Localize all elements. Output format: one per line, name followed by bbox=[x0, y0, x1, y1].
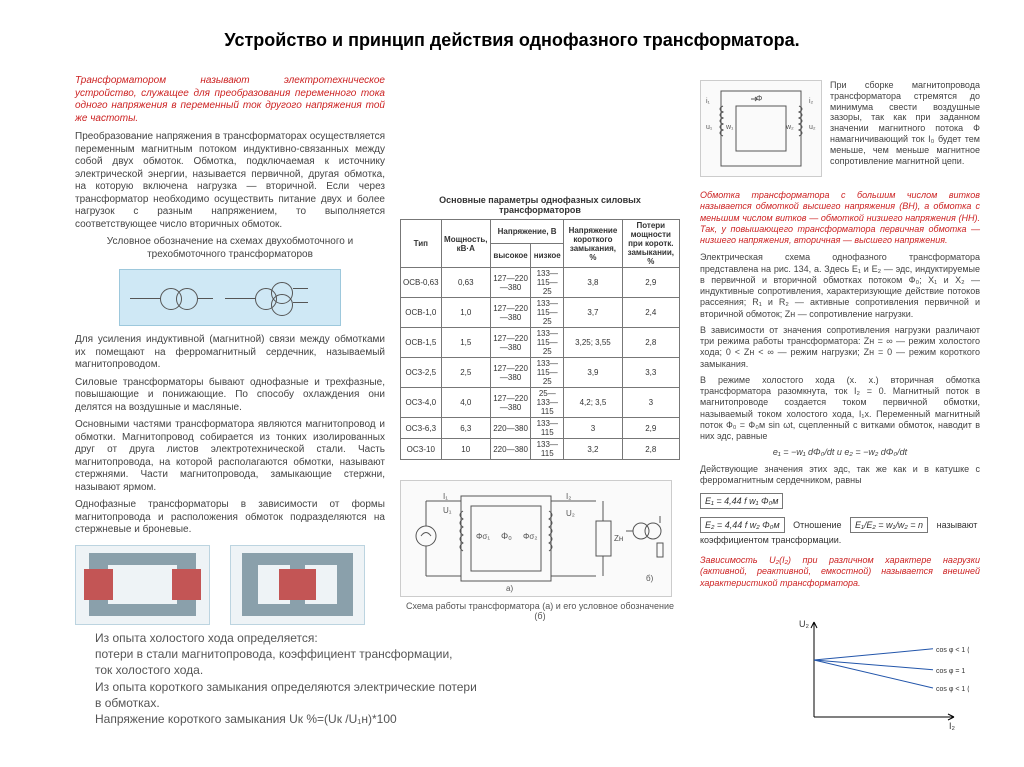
table-row: ОСЗ-2,52,5127—220—380133—115—253,93,3 bbox=[401, 358, 680, 388]
winding-red-text: Обмотка трансформатора с большим числом … bbox=[700, 190, 980, 246]
th-power: Мощность, кВ·А bbox=[441, 220, 490, 268]
table-row: ОСВ-1,01,0127—220—380133—115—253,72,4 bbox=[401, 298, 680, 328]
th-sc-loss: Потери мощности при коротк. замыкании, % bbox=[622, 220, 679, 268]
para-1: Преобразование напряжения в трансформато… bbox=[75, 131, 385, 231]
right-para-4: В режиме холостого хода (х. х.) вторична… bbox=[700, 375, 980, 443]
th-sc-voltage: Напряжение короткого замыкания, % bbox=[564, 220, 622, 268]
para-2: Для усиления индуктивной (магнитной) свя… bbox=[75, 334, 385, 372]
right-column: i₁ u₁ w₁ w₂ i₂ u₂ Φ При сборке магнитопр… bbox=[700, 80, 980, 595]
bottom-line-5: в обмотках. bbox=[95, 695, 545, 711]
middle-column: Основные параметры однофазных силовых тр… bbox=[400, 195, 680, 621]
right-para-5: Действующие значения этих эдс, так же ка… bbox=[700, 464, 980, 487]
symbol-caption: Условное обозначение на схемах двухобмот… bbox=[75, 236, 385, 261]
svg-text:Φσ₂: Φσ₂ bbox=[523, 532, 537, 541]
svg-text:U₂: U₂ bbox=[566, 509, 575, 518]
para-5: Однофазные трансформаторы в зависимости … bbox=[75, 499, 385, 537]
core-flux-diagram: i₁ u₁ w₁ w₂ i₂ u₂ Φ bbox=[700, 80, 822, 177]
svg-text:I₂: I₂ bbox=[566, 492, 571, 501]
para-4: Основными частями трансформатора являютс… bbox=[75, 419, 385, 494]
external-char-text: Зависимость U₂(I₂) при различном характе… bbox=[700, 555, 980, 589]
left-column: Трансформатором называют электротехничес… bbox=[75, 75, 385, 625]
bottom-line-6: Напряжение короткого замыкания Uк %=(Uк … bbox=[95, 711, 545, 727]
schematic-svg: U₁ I₁ Φ₀ Φσ₁ Φσ₂ Zн I₂ U₂ а) б) bbox=[401, 481, 671, 596]
svg-text:б): б) bbox=[646, 574, 654, 583]
th-low: низкое bbox=[531, 244, 564, 268]
definition-text: Трансформатором называют электротехничес… bbox=[75, 75, 385, 125]
th-type: Тип bbox=[401, 220, 442, 268]
ratio-label: Отношение bbox=[793, 520, 841, 530]
svg-text:i₂: i₂ bbox=[809, 98, 814, 105]
svg-text:U₁: U₁ bbox=[443, 506, 452, 515]
svg-text:I₁: I₁ bbox=[443, 492, 448, 501]
svg-text:Φσ₁: Φσ₁ bbox=[476, 532, 490, 541]
core-shell-type bbox=[230, 545, 365, 625]
bottom-line-1: Из опыта холостого хода определяется: bbox=[95, 630, 545, 646]
svg-text:I₂: I₂ bbox=[949, 721, 956, 731]
svg-text:w₂: w₂ bbox=[785, 124, 794, 131]
svg-text:cos φ = 1: cos φ = 1 bbox=[936, 668, 965, 675]
table-row: ОСВ-0,630,63127—220—380133—115—253,82,9 bbox=[401, 268, 680, 298]
core-types-figure bbox=[75, 545, 365, 625]
table-row: ОСЗ-4,04,0127—220—38025—133—1154,2; 3,53 bbox=[401, 388, 680, 418]
svg-text:i₁: i₁ bbox=[706, 98, 711, 105]
bottom-line-3: ток холостого хода. bbox=[95, 662, 545, 678]
svg-text:U₂: U₂ bbox=[799, 619, 809, 629]
th-voltage-group: Напряжение, В bbox=[490, 220, 563, 244]
th-high: высокое bbox=[490, 244, 530, 268]
svg-text:cos φ < 1 (емк.): cos φ < 1 (емк.) bbox=[936, 647, 969, 654]
right-para-2: Электрическая схема однофазного трансфор… bbox=[700, 252, 980, 320]
schematic-figure: U₁ I₁ Φ₀ Φσ₁ Φσ₂ Zн I₂ U₂ а) б) bbox=[400, 480, 672, 597]
formula-ratio: E₁/E₂ = w₁/w₂ = n bbox=[850, 517, 928, 533]
transformer-symbol-figure bbox=[119, 269, 341, 326]
core-rod-type bbox=[75, 545, 210, 625]
formula-e2: E₂ = 4,44 f w₂ Φ₀м bbox=[700, 517, 785, 533]
right-para-1: При сборке магнитопровода трансформатора… bbox=[830, 80, 980, 166]
external-characteristic-graph: U₂ I₂ cos φ < 1 (емк.) cos φ = 1 cos φ < 1 (… bbox=[789, 607, 969, 737]
svg-text:Φ₀: Φ₀ bbox=[501, 531, 512, 541]
formula-e1: E₁ = 4,44 f w₁ Φ₀м bbox=[700, 493, 783, 509]
table-title: Основные параметры однофазных силовых тр… bbox=[400, 195, 680, 215]
page-title: Устройство и принцип действия однофазног… bbox=[0, 30, 1024, 51]
svg-text:Zн: Zн bbox=[614, 534, 623, 543]
svg-text:u₂: u₂ bbox=[809, 124, 816, 131]
para-3: Силовые трансформаторы бывают однофазные… bbox=[75, 377, 385, 415]
parameters-table: Тип Мощность, кВ·А Напряжение, В Напряже… bbox=[400, 219, 680, 460]
svg-text:w₁: w₁ bbox=[725, 124, 734, 131]
bottom-line-2: потери в стали магнитопровода, коэффицие… bbox=[95, 646, 545, 662]
right-para-3: В зависимости от значения сопротивления … bbox=[700, 325, 980, 370]
svg-text:u₁: u₁ bbox=[706, 124, 713, 131]
bottom-line-4: Из опыта короткого замыкания определяютс… bbox=[95, 679, 545, 695]
svg-text:а): а) bbox=[506, 584, 513, 593]
schematic-caption: Схема работы трансформатора (а) и его ус… bbox=[400, 601, 680, 621]
svg-text:cos φ < 1 (инд.): cos φ < 1 (инд.) bbox=[936, 686, 969, 693]
table-row: ОСВ-1,51,5127—220—380133—115—253,25; 3,5… bbox=[401, 328, 680, 358]
table-row: ОСЗ-6,36,3220—380133—11532,9 bbox=[401, 418, 680, 439]
formula-derivatives: e₁ = −w₁ dΦ₀/dt и e₂ = −w₂ dΦ₀/dt bbox=[700, 447, 980, 458]
table-row: ОСЗ-1010220—380133—1153,22,8 bbox=[401, 439, 680, 460]
bottom-summary: Из опыта холостого хода определяется: по… bbox=[95, 630, 545, 727]
